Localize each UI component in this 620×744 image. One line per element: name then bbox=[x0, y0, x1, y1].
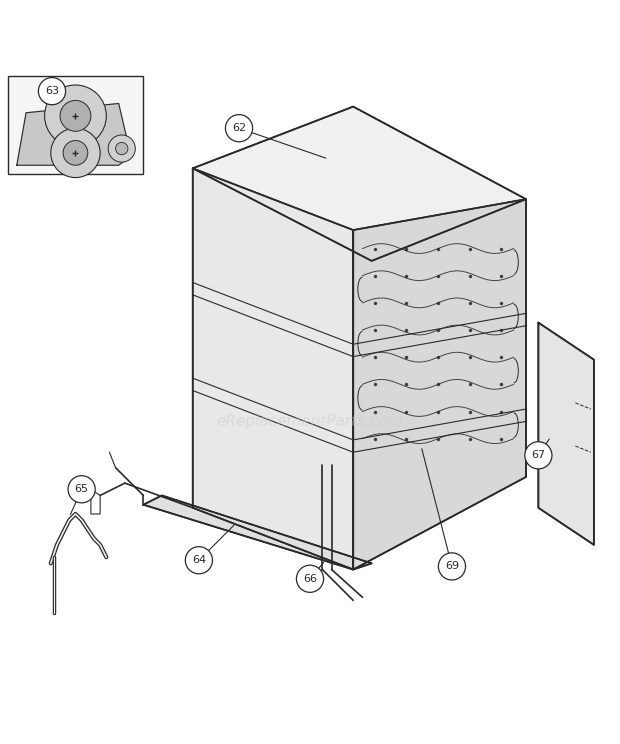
Polygon shape bbox=[193, 168, 353, 569]
Circle shape bbox=[108, 135, 135, 162]
Circle shape bbox=[68, 475, 95, 503]
Circle shape bbox=[185, 547, 213, 574]
Polygon shape bbox=[143, 496, 372, 569]
Text: 69: 69 bbox=[445, 562, 459, 571]
Circle shape bbox=[525, 442, 552, 469]
Text: eReplacementParts.com: eReplacementParts.com bbox=[216, 414, 404, 429]
Text: 64: 64 bbox=[192, 555, 206, 565]
FancyBboxPatch shape bbox=[7, 76, 143, 175]
Circle shape bbox=[438, 553, 466, 580]
Text: 66: 66 bbox=[303, 574, 317, 584]
Circle shape bbox=[51, 128, 100, 178]
Polygon shape bbox=[193, 106, 526, 261]
Circle shape bbox=[63, 141, 88, 165]
Text: 63: 63 bbox=[45, 86, 59, 96]
Circle shape bbox=[38, 77, 66, 105]
Text: 67: 67 bbox=[531, 450, 546, 461]
Text: 65: 65 bbox=[74, 484, 89, 494]
Circle shape bbox=[115, 142, 128, 155]
Circle shape bbox=[60, 100, 91, 131]
Polygon shape bbox=[17, 103, 131, 165]
Polygon shape bbox=[353, 199, 526, 569]
Circle shape bbox=[226, 115, 252, 142]
Circle shape bbox=[296, 565, 324, 592]
Polygon shape bbox=[538, 323, 594, 545]
Text: 62: 62 bbox=[232, 124, 246, 133]
Circle shape bbox=[45, 85, 106, 147]
